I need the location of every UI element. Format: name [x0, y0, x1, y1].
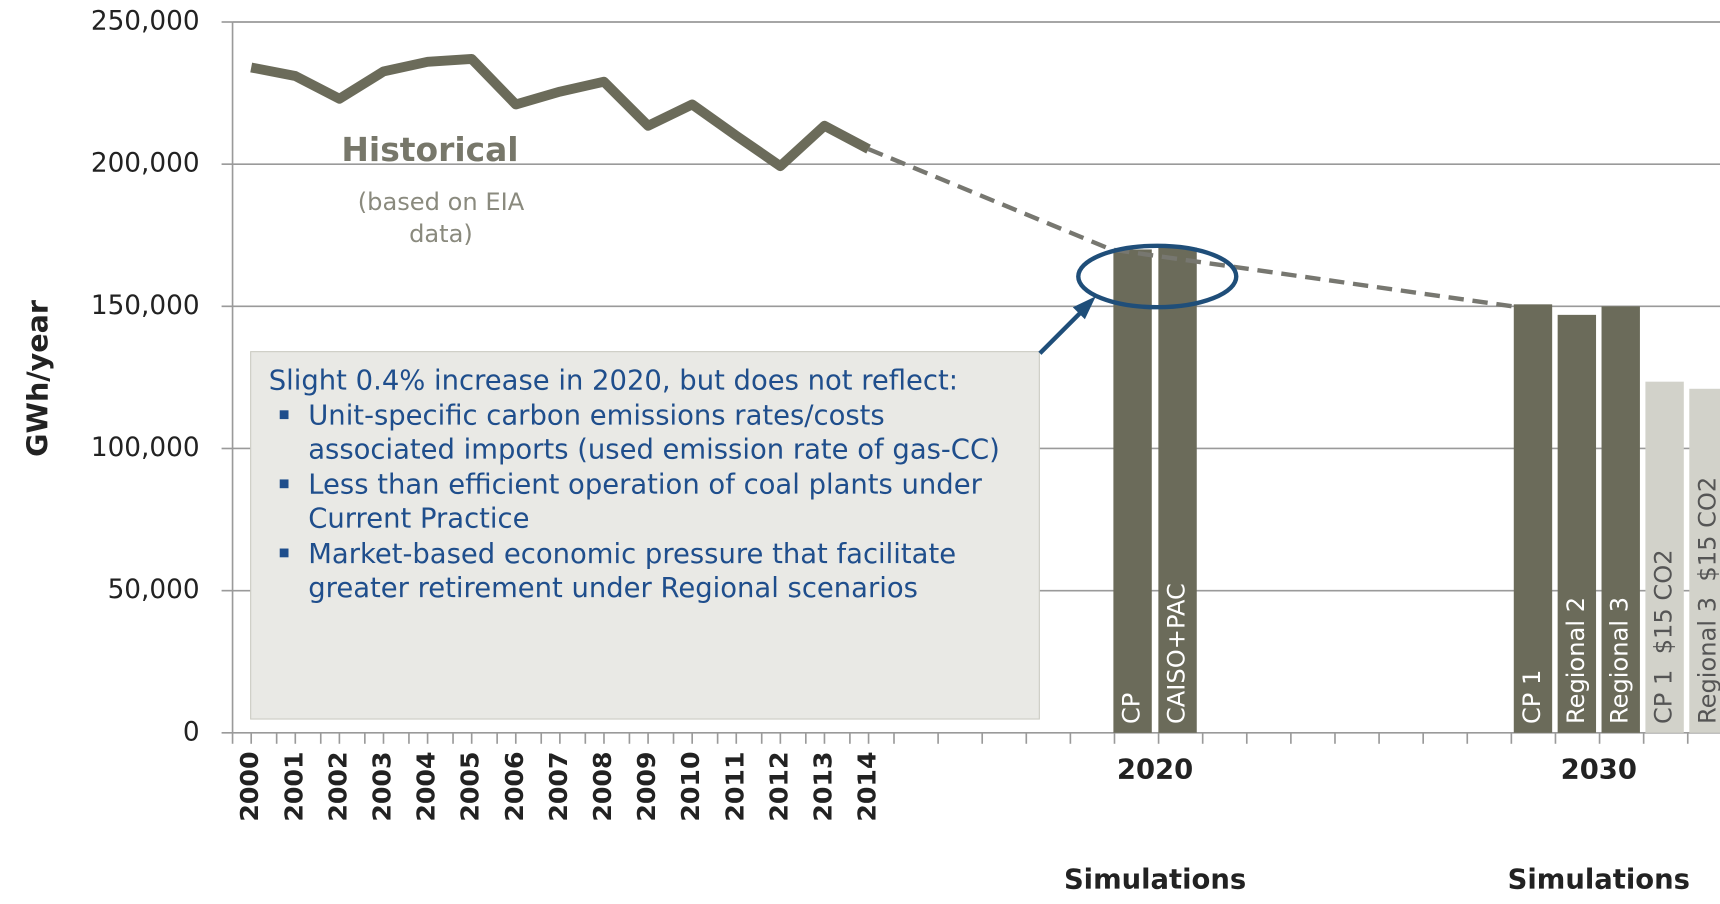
bar-label: Regional 3 $15 CO2 — [1693, 477, 1720, 724]
y-tick-label: 150,000 — [91, 291, 200, 321]
bar — [1158, 247, 1197, 733]
x-tick-label: 2003 — [367, 751, 396, 821]
callout-list: Unit-specific carbon emissions rates/cos… — [269, 398, 1024, 605]
y-tick-label: 50,000 — [108, 575, 200, 605]
callout-bullet: Unit-specific carbon emissions rates/cos… — [279, 398, 1023, 467]
arrow-line — [1038, 305, 1088, 355]
callout-intro: Slight 0.4% increase in 2020, but does n… — [268, 364, 959, 397]
x-tick-label: 2006 — [500, 751, 529, 821]
historical-note: (based on EIA — [358, 188, 525, 216]
bar-label: Regional 2 — [1562, 597, 1590, 724]
x-tick-label: 2000 — [235, 751, 264, 821]
callout-bullet: Market-based economic pressure that faci… — [279, 536, 1023, 605]
historical-line — [250, 54, 871, 172]
callout-box: Slight 0.4% increase in 2020, but does n… — [250, 351, 1040, 720]
bar — [1601, 306, 1640, 733]
bar — [1513, 304, 1553, 733]
bar-label: CP 1 — [1518, 670, 1546, 724]
highlight-ellipse — [1076, 243, 1239, 310]
x-tick-label: 2008 — [588, 751, 617, 821]
x-tick-label: 2004 — [412, 751, 441, 821]
y-axis-label: GWh/year — [21, 300, 54, 457]
y-tick-label: 100,000 — [91, 433, 200, 463]
historical-label: Historical — [341, 130, 518, 169]
y-tick-label: 0 — [183, 717, 200, 747]
y-tick-label: 250,000 — [91, 6, 200, 36]
x-tick-label: 2013 — [808, 751, 837, 821]
arrow-head — [1072, 296, 1096, 320]
callout-bullet: Less than efficient operation of coal pl… — [279, 467, 1023, 536]
group-label: 2030 — [1561, 755, 1637, 786]
x-tick-label: 2010 — [676, 751, 705, 821]
x-tick-label: 2002 — [323, 751, 352, 821]
bar-label: CAISO+PAC — [1163, 583, 1191, 724]
x-tick-label: 2014 — [853, 751, 882, 821]
x-tick-label: 2001 — [279, 751, 308, 821]
callout: Slight 0.4% increase in 2020, but does n… — [250, 351, 1040, 720]
x-tick-label: 2009 — [632, 751, 661, 821]
x-tick-label: 2007 — [544, 751, 573, 821]
x-tick-label: 2011 — [720, 751, 749, 821]
bar — [1689, 388, 1720, 733]
bar-label: CP 1 $15 CO2 — [1650, 549, 1678, 724]
y-tick-label: 200,000 — [91, 149, 200, 179]
bar — [1645, 381, 1684, 733]
bar-label: CP — [1118, 693, 1146, 724]
bar — [1113, 249, 1152, 733]
bar — [1557, 314, 1597, 733]
x-tick-label: 2012 — [764, 751, 793, 821]
bar-label: Regional 3 — [1606, 597, 1634, 724]
projection-line — [867, 147, 1513, 309]
x-tick-label: 2005 — [456, 751, 485, 821]
group-label: 2020 — [1117, 755, 1193, 786]
group-sublabel: Simulations — [1064, 864, 1246, 895]
group-sublabel: Simulations — [1508, 864, 1690, 895]
historical-note: data) — [409, 220, 473, 248]
